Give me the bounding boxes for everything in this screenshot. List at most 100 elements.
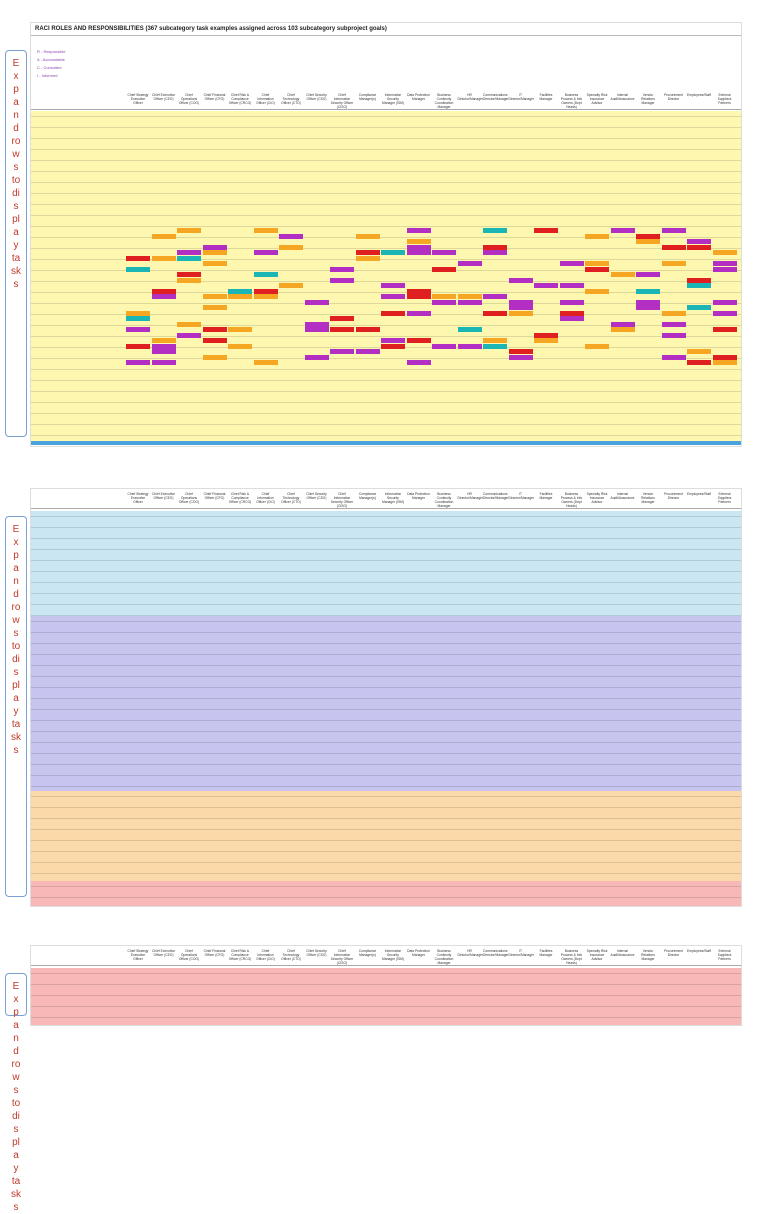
raci-cell — [330, 266, 354, 272]
role-header: Information Security Manager (ISM) — [382, 949, 404, 961]
raci-cell — [661, 244, 686, 250]
role-header: Chief Operations Officer (COO) — [178, 93, 200, 105]
raci-cell — [355, 255, 380, 261]
raci-cell — [381, 343, 405, 349]
raci-cell — [126, 327, 150, 332]
role-header: Chief Operations Officer (COO) — [178, 492, 200, 504]
raci-cell — [585, 343, 609, 349]
raci-cell — [228, 294, 252, 299]
raci-cell — [534, 283, 558, 288]
task-row — [31, 903, 741, 906]
raci-cell — [585, 288, 609, 294]
raci-cell — [661, 310, 686, 316]
raci-cell — [636, 288, 660, 294]
role-header: Communications Director/Manager — [483, 93, 509, 101]
raci-cell — [432, 250, 456, 255]
role-header: Chief Information Security Officer (CISO… — [330, 492, 354, 508]
raci-cell — [177, 321, 201, 327]
raci-cell — [202, 250, 227, 255]
role-header: Data Protection Manager — [407, 492, 430, 500]
raci-cell — [381, 338, 405, 343]
role-header: HR Director/Manager — [457, 492, 483, 500]
role-header: Chief Security Officer (CSO) — [306, 93, 327, 101]
raci-cell — [304, 299, 329, 305]
raci-cell — [177, 228, 201, 233]
role-header: Chief Risk & Compliance Officer (CRCO) — [228, 93, 252, 105]
raci-cell — [330, 277, 354, 283]
raci-cell — [177, 272, 201, 277]
raci-cell — [202, 327, 227, 332]
raci-cell — [712, 250, 737, 255]
role-header: Information Security Manager (ISM) — [382, 492, 404, 504]
raci-cell — [483, 310, 507, 316]
raci-cell — [687, 239, 711, 244]
raci-cell — [355, 250, 380, 255]
role-header: Internal Audit/Assurance — [610, 93, 635, 101]
role-header: Chief Strategy Executive Officer — [127, 492, 149, 504]
raci-cell — [202, 294, 227, 299]
role-header: Employees/Staff — [687, 949, 711, 953]
raci-cell — [151, 288, 176, 294]
raci-cell — [151, 349, 176, 354]
raci-cell — [253, 228, 278, 233]
raci-cell — [508, 354, 533, 360]
raci-cell — [559, 316, 584, 321]
raci-cell — [253, 288, 278, 294]
raci-cell — [381, 283, 405, 288]
raci-cell — [559, 310, 584, 316]
role-header: Specialty Risk Insurance Advisor — [586, 949, 608, 961]
raci-cell — [126, 343, 150, 349]
role-header: IT Director/Manager — [508, 949, 534, 957]
raci-cell — [610, 321, 635, 327]
raci-cell — [406, 288, 431, 294]
raci-cell — [330, 316, 354, 321]
raci-cell — [406, 244, 431, 250]
raci-cell — [432, 294, 456, 299]
raci-cell — [712, 354, 737, 360]
role-header: Compliance Manager(s) — [358, 492, 377, 500]
role-header: Business Continuity Coordination Manager — [434, 93, 454, 109]
raci-cell — [508, 349, 533, 354]
role-header: Chief Financial Officer (CFO) — [203, 492, 226, 500]
role-header: Compliance Manager(s) — [358, 949, 377, 957]
role-header: Business Process & Info Owners (Dept Hea… — [560, 949, 583, 965]
raci-cell — [406, 228, 431, 233]
role-header: External Suppliers Partners — [717, 492, 732, 504]
role-header: Chief Financial Officer (CFO) — [203, 949, 226, 957]
role-header: Chief Executive Officer (CEO) — [152, 93, 175, 101]
raci-cell — [126, 255, 150, 261]
raci-cell — [406, 294, 431, 299]
raci-cell — [381, 250, 405, 255]
role-header: Chief Technology Officer (CTO) — [281, 949, 301, 961]
raci-cell — [253, 250, 278, 255]
raci-cell — [406, 360, 431, 365]
raci-cell — [304, 354, 329, 360]
role-header: IT Director/Manager — [508, 93, 534, 101]
raci-cell — [126, 360, 150, 365]
side-box: Expand rows to display tasks — [5, 50, 27, 437]
raci-cell — [177, 250, 201, 255]
raci-cell — [712, 261, 737, 266]
raci-cell — [636, 272, 660, 277]
side-label: Expand rows to display tasks — [11, 981, 21, 1213]
raci-cell — [559, 261, 584, 266]
raci-cell — [406, 250, 431, 255]
raci-cell — [712, 299, 737, 305]
role-header: Chief Information Security Officer (CISO… — [330, 949, 354, 965]
raci-cell — [534, 332, 558, 338]
raci-cell — [355, 349, 380, 354]
role-header: Business Continuity Coordination Manager — [434, 949, 454, 965]
raci-cell — [610, 327, 635, 332]
raci-cell — [330, 349, 354, 354]
role-header: Internal Audit/Assurance — [610, 949, 635, 957]
role-header: Chief Security Officer (CSO) — [306, 949, 327, 957]
raci-cell — [432, 266, 456, 272]
role-header: External Suppliers Partners — [717, 949, 732, 961]
raci-cell — [151, 233, 176, 239]
role-header: Employees/Staff — [687, 93, 711, 97]
raci-cell — [151, 360, 176, 365]
raci-cell — [712, 360, 737, 365]
role-header: Compliance Manager(s) — [358, 93, 377, 101]
raci-cell — [202, 338, 227, 343]
raci-cell — [253, 360, 278, 365]
